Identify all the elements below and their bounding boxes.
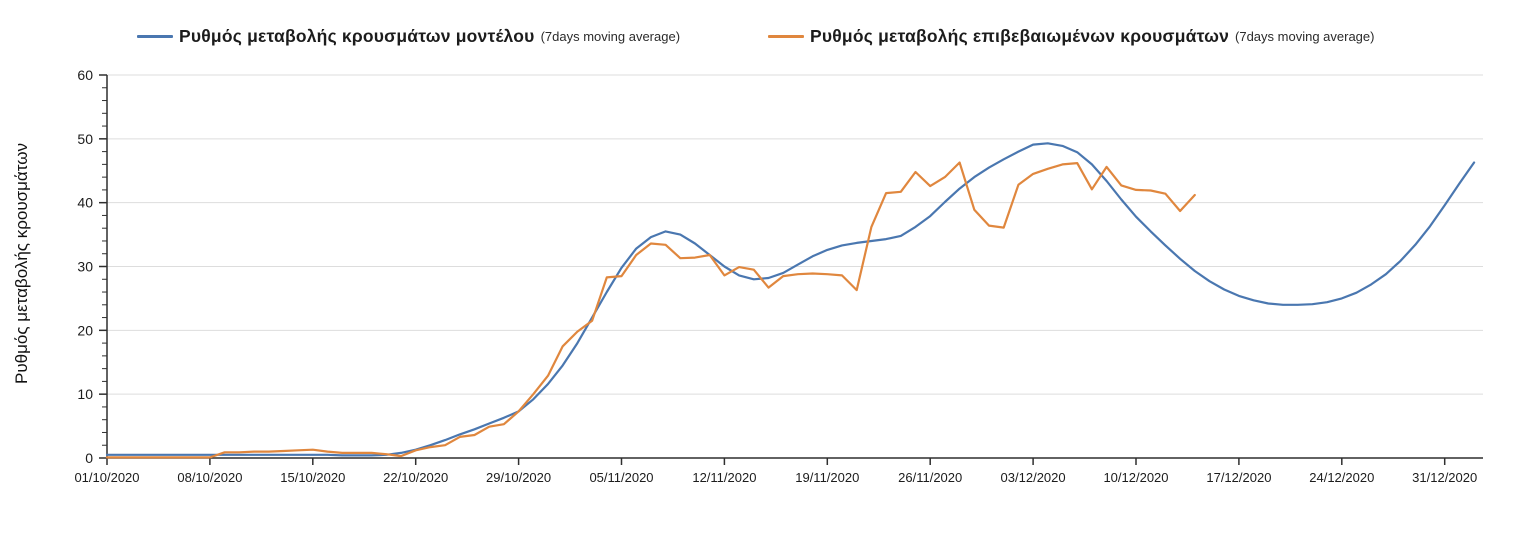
model-line-swatch: [137, 35, 173, 38]
x-tick-label: 26/11/2020: [898, 470, 962, 485]
y-tick-label: 20: [77, 322, 93, 338]
y-tick-label: 50: [77, 131, 93, 147]
x-tick-label: 31/12/2020: [1412, 470, 1477, 485]
x-tick-label: 08/10/2020: [177, 470, 242, 485]
chart-legend: Ρυθμός μεταβολής κρουσμάτων μοντέλου (7d…: [0, 0, 1523, 56]
x-tick-label: 15/10/2020: [280, 470, 345, 485]
legend-item-model: Ρυθμός μεταβολής κρουσμάτων μοντέλου (7d…: [137, 26, 680, 47]
confirmed-line-swatch: [768, 35, 804, 38]
x-tick-label: 01/10/2020: [74, 470, 139, 485]
legend-sublabel-model: (7days moving average): [540, 29, 681, 44]
x-tick-label: 29/10/2020: [486, 470, 551, 485]
x-tick-label: 24/12/2020: [1309, 470, 1374, 485]
x-tick-label: 12/11/2020: [692, 470, 756, 485]
legend-item-confirmed: Ρυθμός μεταβολής επιβεβαιωμένων κρουσμάτ…: [768, 26, 1374, 47]
legend-label-confirmed: Ρυθμός μεταβολής επιβεβαιωμένων κρουσμάτ…: [810, 26, 1230, 46]
x-tick-label: 03/12/2020: [1001, 470, 1066, 485]
x-tick-label: 22/10/2020: [383, 470, 448, 485]
legend-label-model: Ρυθμός μεταβολής κρουσμάτων μοντέλου: [179, 26, 535, 46]
y-tick-label: 10: [77, 386, 93, 402]
x-tick-label: 05/11/2020: [589, 470, 653, 485]
y-tick-label: 30: [77, 259, 93, 275]
x-tick-label: 19/11/2020: [795, 470, 859, 485]
y-tick-label: 0: [85, 450, 93, 466]
y-tick-label: 40: [77, 195, 93, 211]
legend-sublabel-confirmed: (7days moving average): [1235, 29, 1375, 44]
x-tick-label: 17/12/2020: [1206, 470, 1271, 485]
x-tick-label: 10/12/2020: [1103, 470, 1168, 485]
y-tick-label: 60: [77, 67, 93, 83]
confirmed-series-line: [105, 161, 1196, 459]
model-series-line: [105, 142, 1476, 457]
